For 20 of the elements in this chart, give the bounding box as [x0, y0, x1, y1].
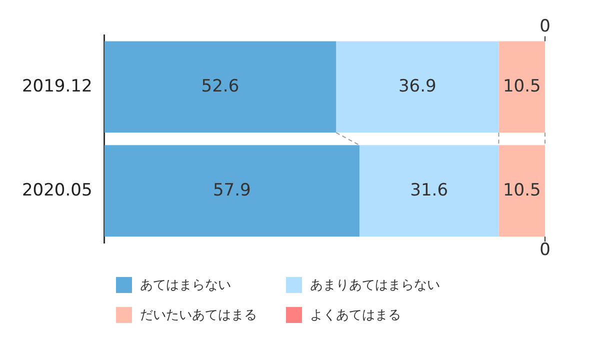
legend-label: だいたいあてはまる [140, 307, 257, 324]
bar [498, 41, 545, 133]
data-label: 52.6 [201, 76, 240, 96]
bar [359, 145, 499, 237]
data-label: 36.9 [398, 76, 436, 96]
legend-label: よくあてはまる [310, 307, 401, 324]
annotation: 0 [540, 240, 550, 260]
data-label: 57.9 [212, 180, 251, 200]
data-label: 10.5 [502, 180, 541, 200]
data-label: 10.5 [502, 76, 541, 96]
data-label: 31.6 [410, 180, 448, 200]
bar [104, 41, 336, 133]
bar [104, 145, 360, 237]
annotation: 0 [540, 16, 550, 37]
bar [498, 145, 545, 237]
legend-label: あまりあてはまらない [310, 277, 440, 294]
legend-label: あてはまらない [140, 277, 231, 294]
y-tick-label: 2019.12 [22, 76, 92, 96]
y-tick-label: 2020.05 [22, 180, 92, 200]
bar [336, 41, 499, 133]
